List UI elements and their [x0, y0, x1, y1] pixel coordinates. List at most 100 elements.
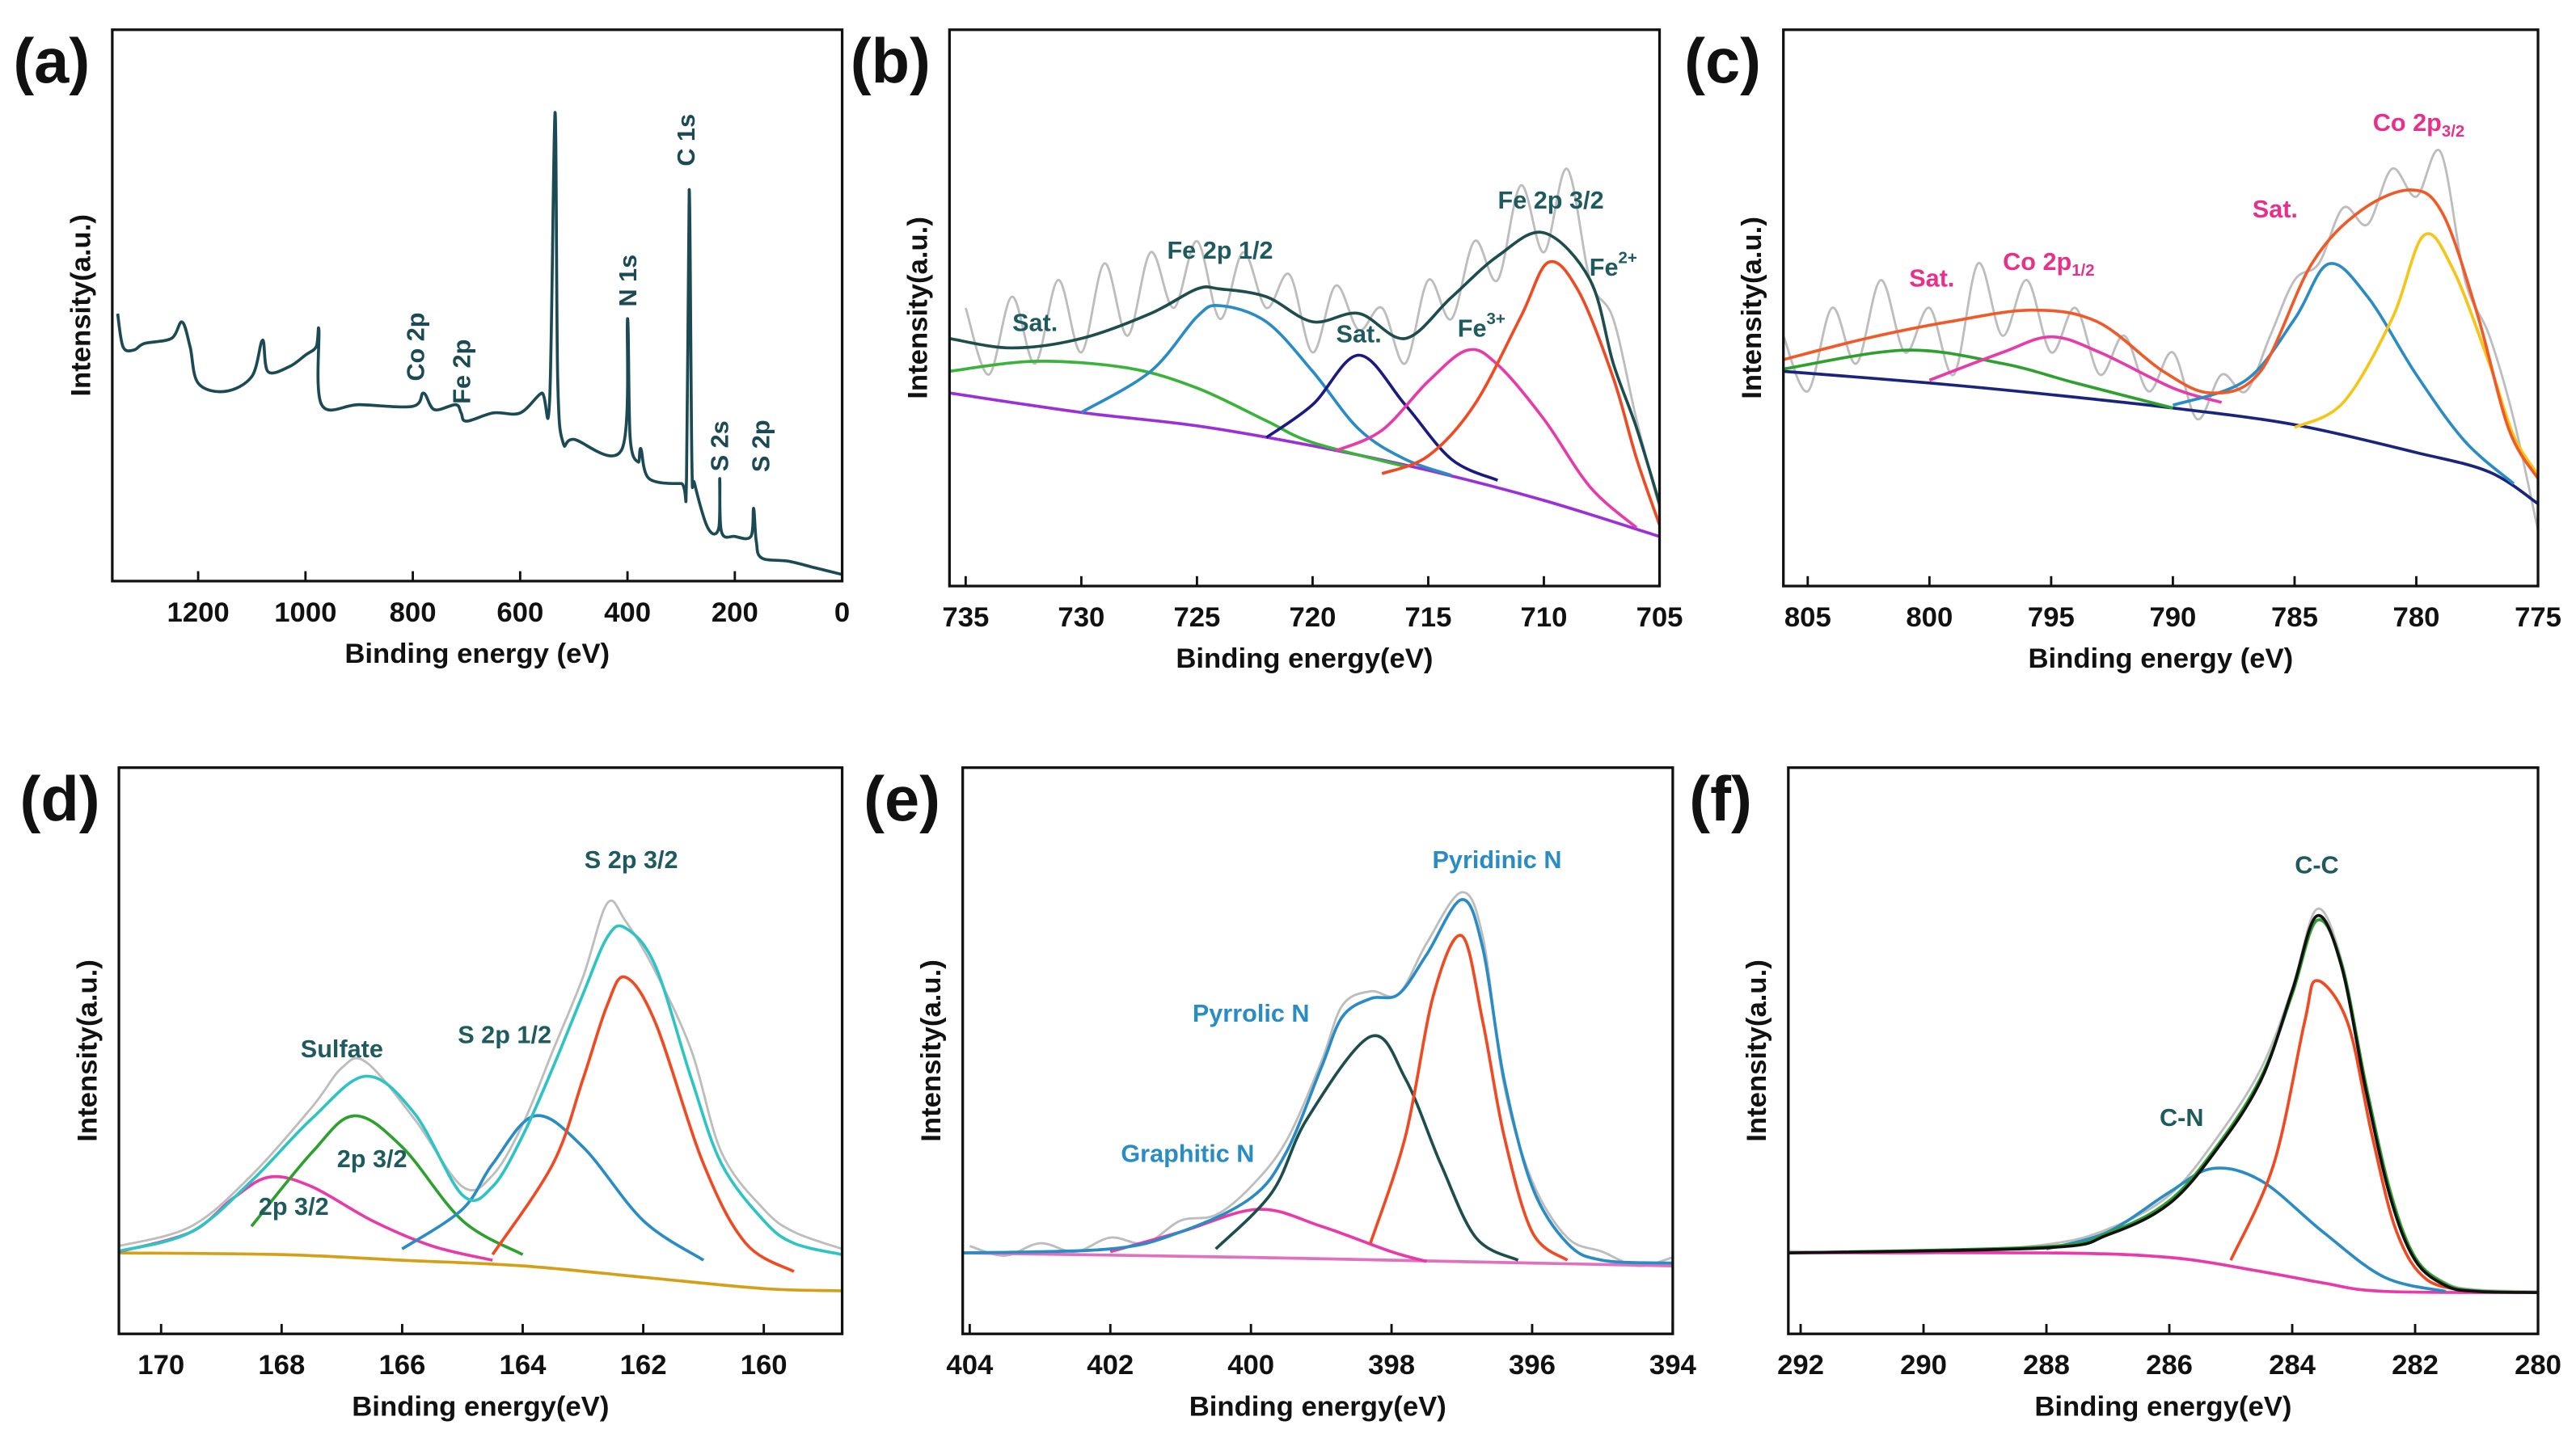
- x-tick-label: 400: [604, 597, 651, 628]
- x-tick-label: 730: [1058, 602, 1104, 633]
- annotation-sub: 1/2: [2071, 262, 2094, 280]
- spectrum-line: [962, 898, 1673, 1265]
- annotation: Fe2+: [1590, 250, 1637, 281]
- annotation-sup: 3+: [1486, 311, 1505, 329]
- x-tick-label: 288: [2023, 1350, 2070, 1381]
- spectrum-line: [1783, 188, 2539, 480]
- annotation: S 2p: [747, 420, 775, 472]
- spectrum-line: [1783, 149, 2539, 531]
- spectrum-line: [1928, 335, 2223, 404]
- spectrum-line: [2294, 232, 2539, 476]
- x-tick-label: 1200: [167, 597, 229, 628]
- panel-label: (b): [851, 27, 931, 96]
- spectrum-line: [964, 167, 1660, 509]
- x-tick-label: 168: [258, 1350, 305, 1381]
- spectrum-line: [1080, 304, 1452, 477]
- annotation: 2p 3/2: [337, 1145, 408, 1173]
- spectrum-line: [1783, 348, 2173, 410]
- annotation: Sat.: [2253, 196, 2298, 223]
- x-tick-label: 280: [2515, 1350, 2561, 1381]
- plot-area: [116, 111, 842, 576]
- spectrum-line: [949, 230, 1660, 504]
- spectrum-line: [401, 1114, 705, 1262]
- annotation: Fe 2p 3/2: [1498, 187, 1604, 214]
- spectrum-line: [1783, 369, 2539, 505]
- annotation: C-C: [2295, 851, 2338, 879]
- x-tick-label: 795: [2028, 602, 2075, 633]
- x-axis-label: Binding energy(eV): [2034, 1391, 2291, 1422]
- spectrum-line: [1788, 907, 2539, 1293]
- annotation: Co 2p3/2: [2373, 109, 2464, 141]
- x-tick-label: 780: [2393, 602, 2440, 633]
- spectrum-line: [119, 924, 842, 1256]
- x-tick-label: 404: [946, 1350, 994, 1381]
- panel-label: (d): [20, 765, 100, 834]
- spectrum-line: [1788, 913, 2539, 1294]
- spectrum-line: [250, 1114, 524, 1256]
- x-tick-label: 400: [1227, 1350, 1274, 1381]
- panel-label: (a): [13, 27, 90, 96]
- spectrum-line: [1381, 259, 1660, 525]
- plot-frame: [961, 766, 1674, 1335]
- x-tick-label: 705: [1636, 602, 1683, 633]
- annotation: C-N: [2160, 1104, 2203, 1132]
- x-tick-label: 785: [2271, 602, 2318, 633]
- spectrum-line: [1265, 353, 1499, 482]
- spectrum-line: [119, 899, 842, 1250]
- x-axis-label: Binding energy (eV): [344, 639, 610, 669]
- x-tick-label: 286: [2146, 1350, 2193, 1381]
- x-axis-label: Binding energy(eV): [352, 1391, 609, 1422]
- x-tick-label: 790: [2149, 602, 2196, 633]
- annotation: Co 2p1/2: [2003, 248, 2094, 280]
- spectrum-line: [1369, 934, 1569, 1262]
- x-tick-label: 715: [1405, 602, 1452, 633]
- x-tick-label: 164: [500, 1350, 547, 1381]
- x-tick-label: 800: [1906, 602, 1953, 633]
- x-tick-label: 292: [1777, 1350, 1824, 1381]
- x-axis-label: Binding energy(eV): [1189, 1391, 1446, 1422]
- spectrum-line: [2172, 262, 2515, 485]
- x-tick-label: 800: [390, 597, 437, 628]
- annotation: Co 2p: [403, 312, 430, 381]
- annotation: Sat.: [1909, 265, 1954, 293]
- y-axis-label: Intensity(a.u.): [1742, 959, 1772, 1142]
- spectrum-line: [119, 1251, 842, 1292]
- y-axis-label: Intensity(a.u.): [72, 959, 103, 1142]
- spectrum-line: [969, 891, 1673, 1267]
- annotation: Graphitic N: [1121, 1141, 1254, 1168]
- plot-area: [962, 891, 1673, 1267]
- y-axis-label: Intensity(a.u.): [903, 217, 934, 399]
- annotation: N 1s: [614, 255, 642, 307]
- x-tick-label: 282: [2392, 1350, 2439, 1381]
- x-tick-label: 735: [942, 602, 989, 633]
- plot-area: [949, 167, 1660, 538]
- x-tick-label: 725: [1173, 602, 1220, 633]
- x-tick-label: 396: [1509, 1350, 1556, 1381]
- panel-label: (f): [1689, 765, 1752, 834]
- plot-area: [1783, 149, 2539, 531]
- annotation: Sat.: [1012, 310, 1058, 337]
- x-tick-label: 720: [1289, 602, 1336, 633]
- x-tick-label: 170: [137, 1350, 184, 1381]
- x-tick-label: 775: [2515, 602, 2561, 633]
- annotation: S 2s: [706, 420, 733, 471]
- x-axis-label: Binding energy (eV): [2028, 643, 2293, 674]
- spectrum-line: [491, 975, 795, 1273]
- annotation: Pyrrolic N: [1193, 1000, 1310, 1027]
- annotation-sup: 2+: [1619, 250, 1637, 268]
- spectrum-line: [1788, 1250, 2539, 1294]
- x-tick-label: 600: [496, 597, 543, 628]
- plot-area: [1788, 907, 2539, 1294]
- annotation: Sat.: [1337, 320, 1382, 348]
- panel-label: (e): [864, 765, 940, 834]
- plot-frame: [948, 28, 1662, 588]
- plot-frame: [1787, 766, 2540, 1335]
- spectrum-line: [1335, 348, 1638, 529]
- y-axis-label: Intensity(a.u.): [916, 959, 947, 1142]
- annotation: Pyridinic N: [1432, 846, 1561, 874]
- x-tick-label: 162: [620, 1350, 667, 1381]
- plot-frame: [117, 766, 844, 1335]
- spectrum-line: [949, 360, 1406, 468]
- annotation: Fe3+: [1458, 311, 1505, 343]
- annotation: S 2p 3/2: [585, 846, 678, 874]
